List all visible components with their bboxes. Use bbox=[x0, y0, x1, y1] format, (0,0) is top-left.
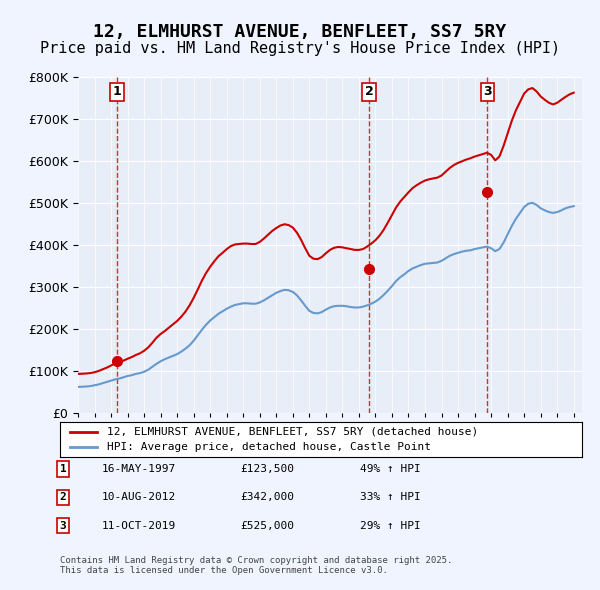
Text: £123,500: £123,500 bbox=[240, 464, 294, 474]
Text: 1: 1 bbox=[59, 464, 67, 474]
Text: 16-MAY-1997: 16-MAY-1997 bbox=[102, 464, 176, 474]
Text: Contains HM Land Registry data © Crown copyright and database right 2025.
This d: Contains HM Land Registry data © Crown c… bbox=[60, 556, 452, 575]
Text: £525,000: £525,000 bbox=[240, 521, 294, 530]
Text: 12, ELMHURST AVENUE, BENFLEET, SS7 5RY (detached house): 12, ELMHURST AVENUE, BENFLEET, SS7 5RY (… bbox=[107, 427, 478, 437]
Text: 2: 2 bbox=[59, 493, 67, 502]
Text: 29% ↑ HPI: 29% ↑ HPI bbox=[360, 521, 421, 530]
Text: 12, ELMHURST AVENUE, BENFLEET, SS7 5RY: 12, ELMHURST AVENUE, BENFLEET, SS7 5RY bbox=[94, 24, 506, 41]
Text: 3: 3 bbox=[59, 521, 67, 530]
Text: 49% ↑ HPI: 49% ↑ HPI bbox=[360, 464, 421, 474]
Text: £342,000: £342,000 bbox=[240, 493, 294, 502]
Text: HPI: Average price, detached house, Castle Point: HPI: Average price, detached house, Cast… bbox=[107, 442, 431, 453]
Text: Price paid vs. HM Land Registry's House Price Index (HPI): Price paid vs. HM Land Registry's House … bbox=[40, 41, 560, 56]
Text: 11-OCT-2019: 11-OCT-2019 bbox=[102, 521, 176, 530]
Text: 2: 2 bbox=[365, 85, 373, 98]
Text: 10-AUG-2012: 10-AUG-2012 bbox=[102, 493, 176, 502]
Text: 3: 3 bbox=[483, 85, 492, 98]
Text: 1: 1 bbox=[113, 85, 122, 98]
Text: 33% ↑ HPI: 33% ↑ HPI bbox=[360, 493, 421, 502]
